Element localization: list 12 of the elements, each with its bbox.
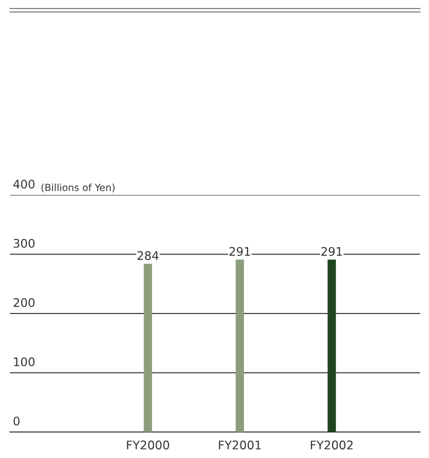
data-label: 284: [137, 251, 158, 260]
x-tick-label: FY2002: [310, 440, 353, 450]
y-tick-label: 300: [14, 238, 35, 248]
y-tick-label: 0: [14, 416, 20, 426]
y-axis-title: (Billions of Yen): [42, 184, 114, 192]
x-tick-label: FY2001: [218, 440, 261, 450]
y-tick-label: 100: [14, 357, 35, 366]
x-tick-label: FY2000: [127, 440, 170, 450]
y-tick-label: 200: [14, 298, 35, 308]
data-label: 291: [229, 246, 250, 256]
y-tick-label: 400: [13, 180, 35, 189]
data-label: 291: [321, 246, 342, 256]
